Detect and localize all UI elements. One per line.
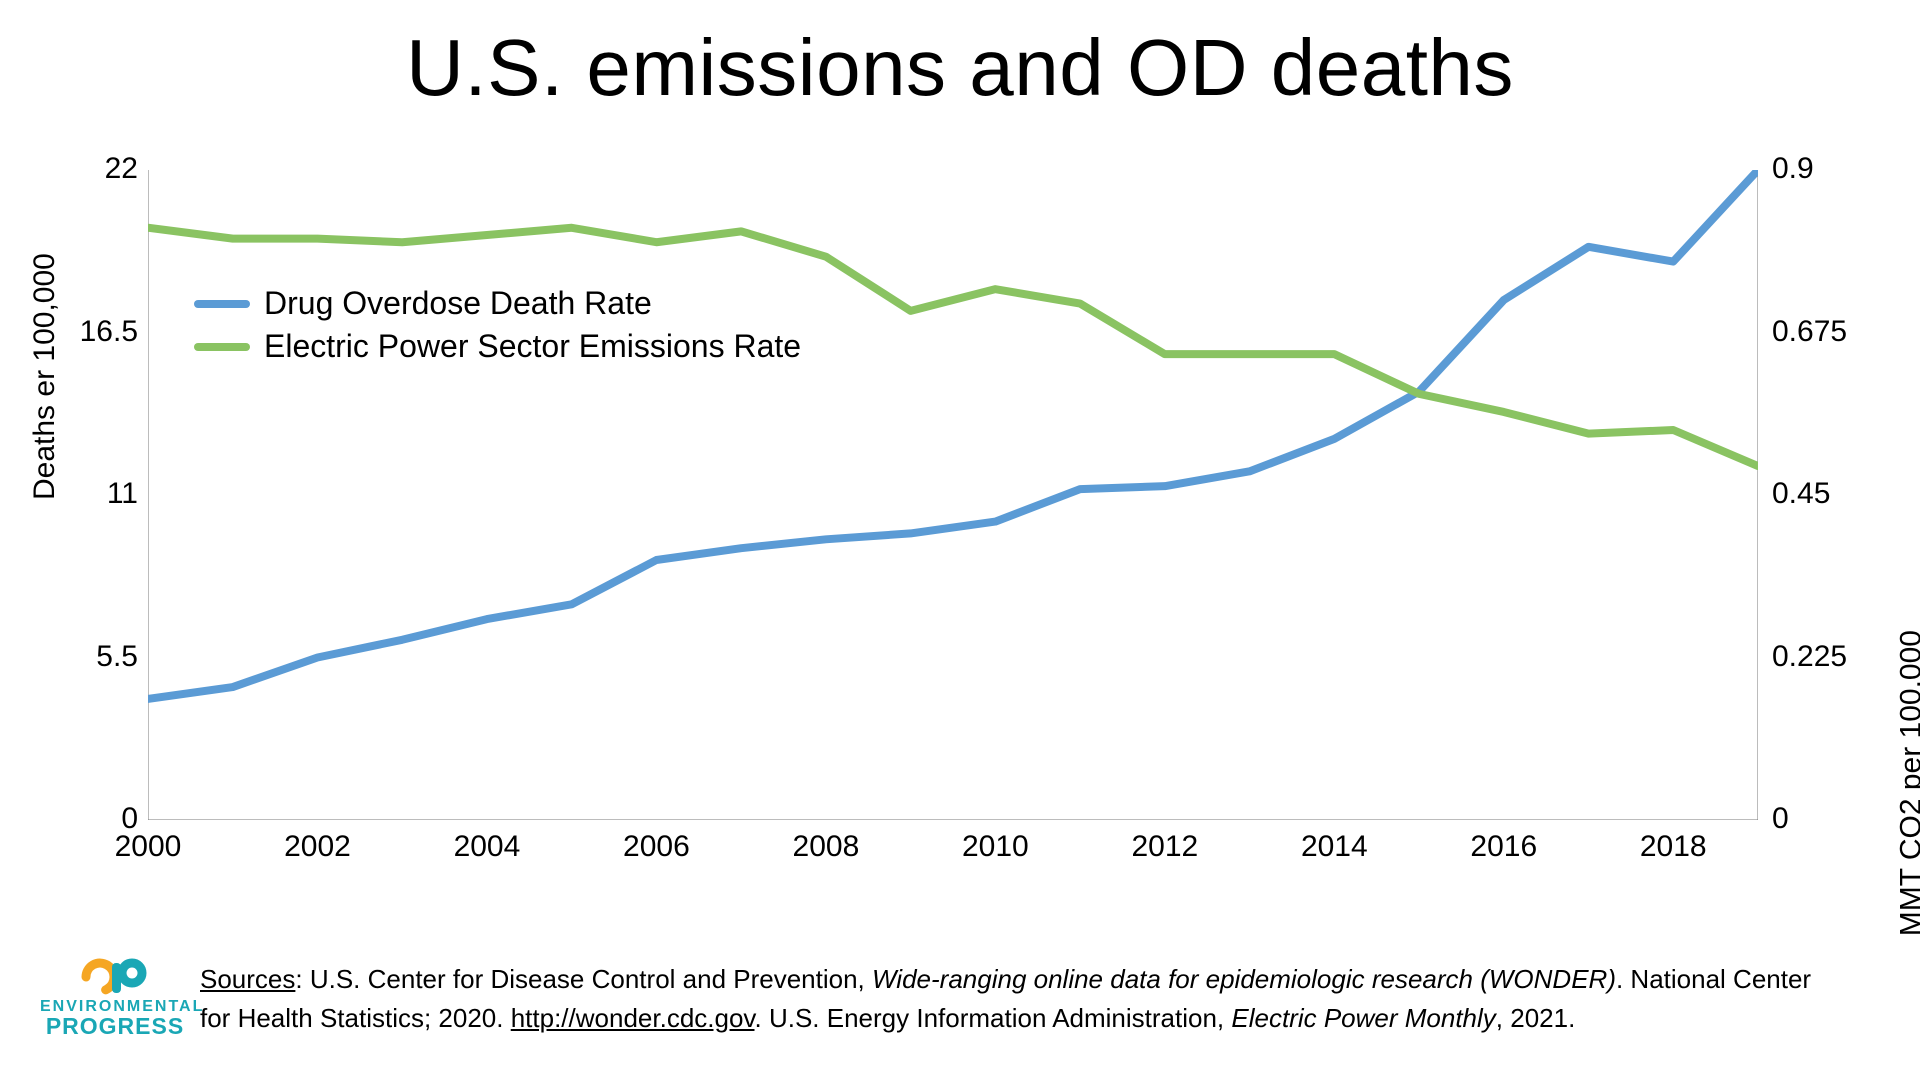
footer-text-3: . U.S. Energy Information Administration… [755, 1003, 1232, 1033]
y-axis-left-label: Deaths er 100,000 [28, 253, 62, 500]
xTick: 2006 [623, 830, 690, 864]
footer-text-4: , 2021. [1496, 1003, 1576, 1033]
y-axis-right-label: MMT CO2 per 100,000 [1894, 630, 1920, 936]
yTickRight: 0 [1772, 802, 1872, 836]
sources-footer: Sources: U.S. Center for Disease Control… [200, 960, 1840, 1038]
footer-italic-1: Wide-ranging online data for epidemiolog… [872, 964, 1616, 994]
yTickLeft: 11 [58, 477, 138, 511]
legend-swatch [194, 300, 250, 308]
yTickRight: 0.675 [1772, 315, 1872, 349]
xTick: 2004 [454, 830, 521, 864]
line-chart-svg [148, 170, 1758, 820]
yTickRight: 0.225 [1772, 640, 1872, 674]
logo-line2: PROGRESS [40, 1015, 190, 1038]
xTick: 2000 [115, 830, 182, 864]
footer-text-1: : U.S. Center for Disease Control and Pr… [295, 964, 872, 994]
xTick: 2010 [962, 830, 1029, 864]
legend-label: Electric Power Sector Emissions Rate [264, 328, 801, 365]
ep-logo-icon [80, 955, 150, 995]
sources-label: Sources [200, 964, 295, 994]
brand-logo: ENVIRONMENTAL PROGRESS [40, 955, 190, 1038]
legend-label: Drug Overdose Death Rate [264, 285, 652, 322]
footer-italic-2: Electric Power Monthly [1231, 1003, 1495, 1033]
yTickLeft: 22 [58, 152, 138, 186]
footer-link[interactable]: http://wonder.cdc.gov [511, 1003, 755, 1033]
yTickRight: 0.9 [1772, 152, 1872, 186]
yTickLeft: 5.5 [58, 640, 138, 674]
xTick: 2002 [284, 830, 351, 864]
page-title: U.S. emissions and OD deaths [0, 22, 1920, 114]
legend-row: Drug Overdose Death Rate [194, 285, 801, 322]
xTick: 2012 [1131, 830, 1198, 864]
xTick: 2018 [1640, 830, 1707, 864]
legend-row: Electric Power Sector Emissions Rate [194, 328, 801, 365]
xTick: 2016 [1470, 830, 1537, 864]
legend-swatch [194, 343, 250, 351]
chart-legend: Drug Overdose Death Rate Electric Power S… [194, 285, 801, 371]
xTick: 2014 [1301, 830, 1368, 864]
yTickRight: 0.45 [1772, 477, 1872, 511]
yTickLeft: 16.5 [58, 315, 138, 349]
xTick: 2008 [793, 830, 860, 864]
slide: U.S. emissions and OD deaths Deaths er 1… [0, 0, 1920, 1080]
chart-plot-area [148, 170, 1758, 820]
